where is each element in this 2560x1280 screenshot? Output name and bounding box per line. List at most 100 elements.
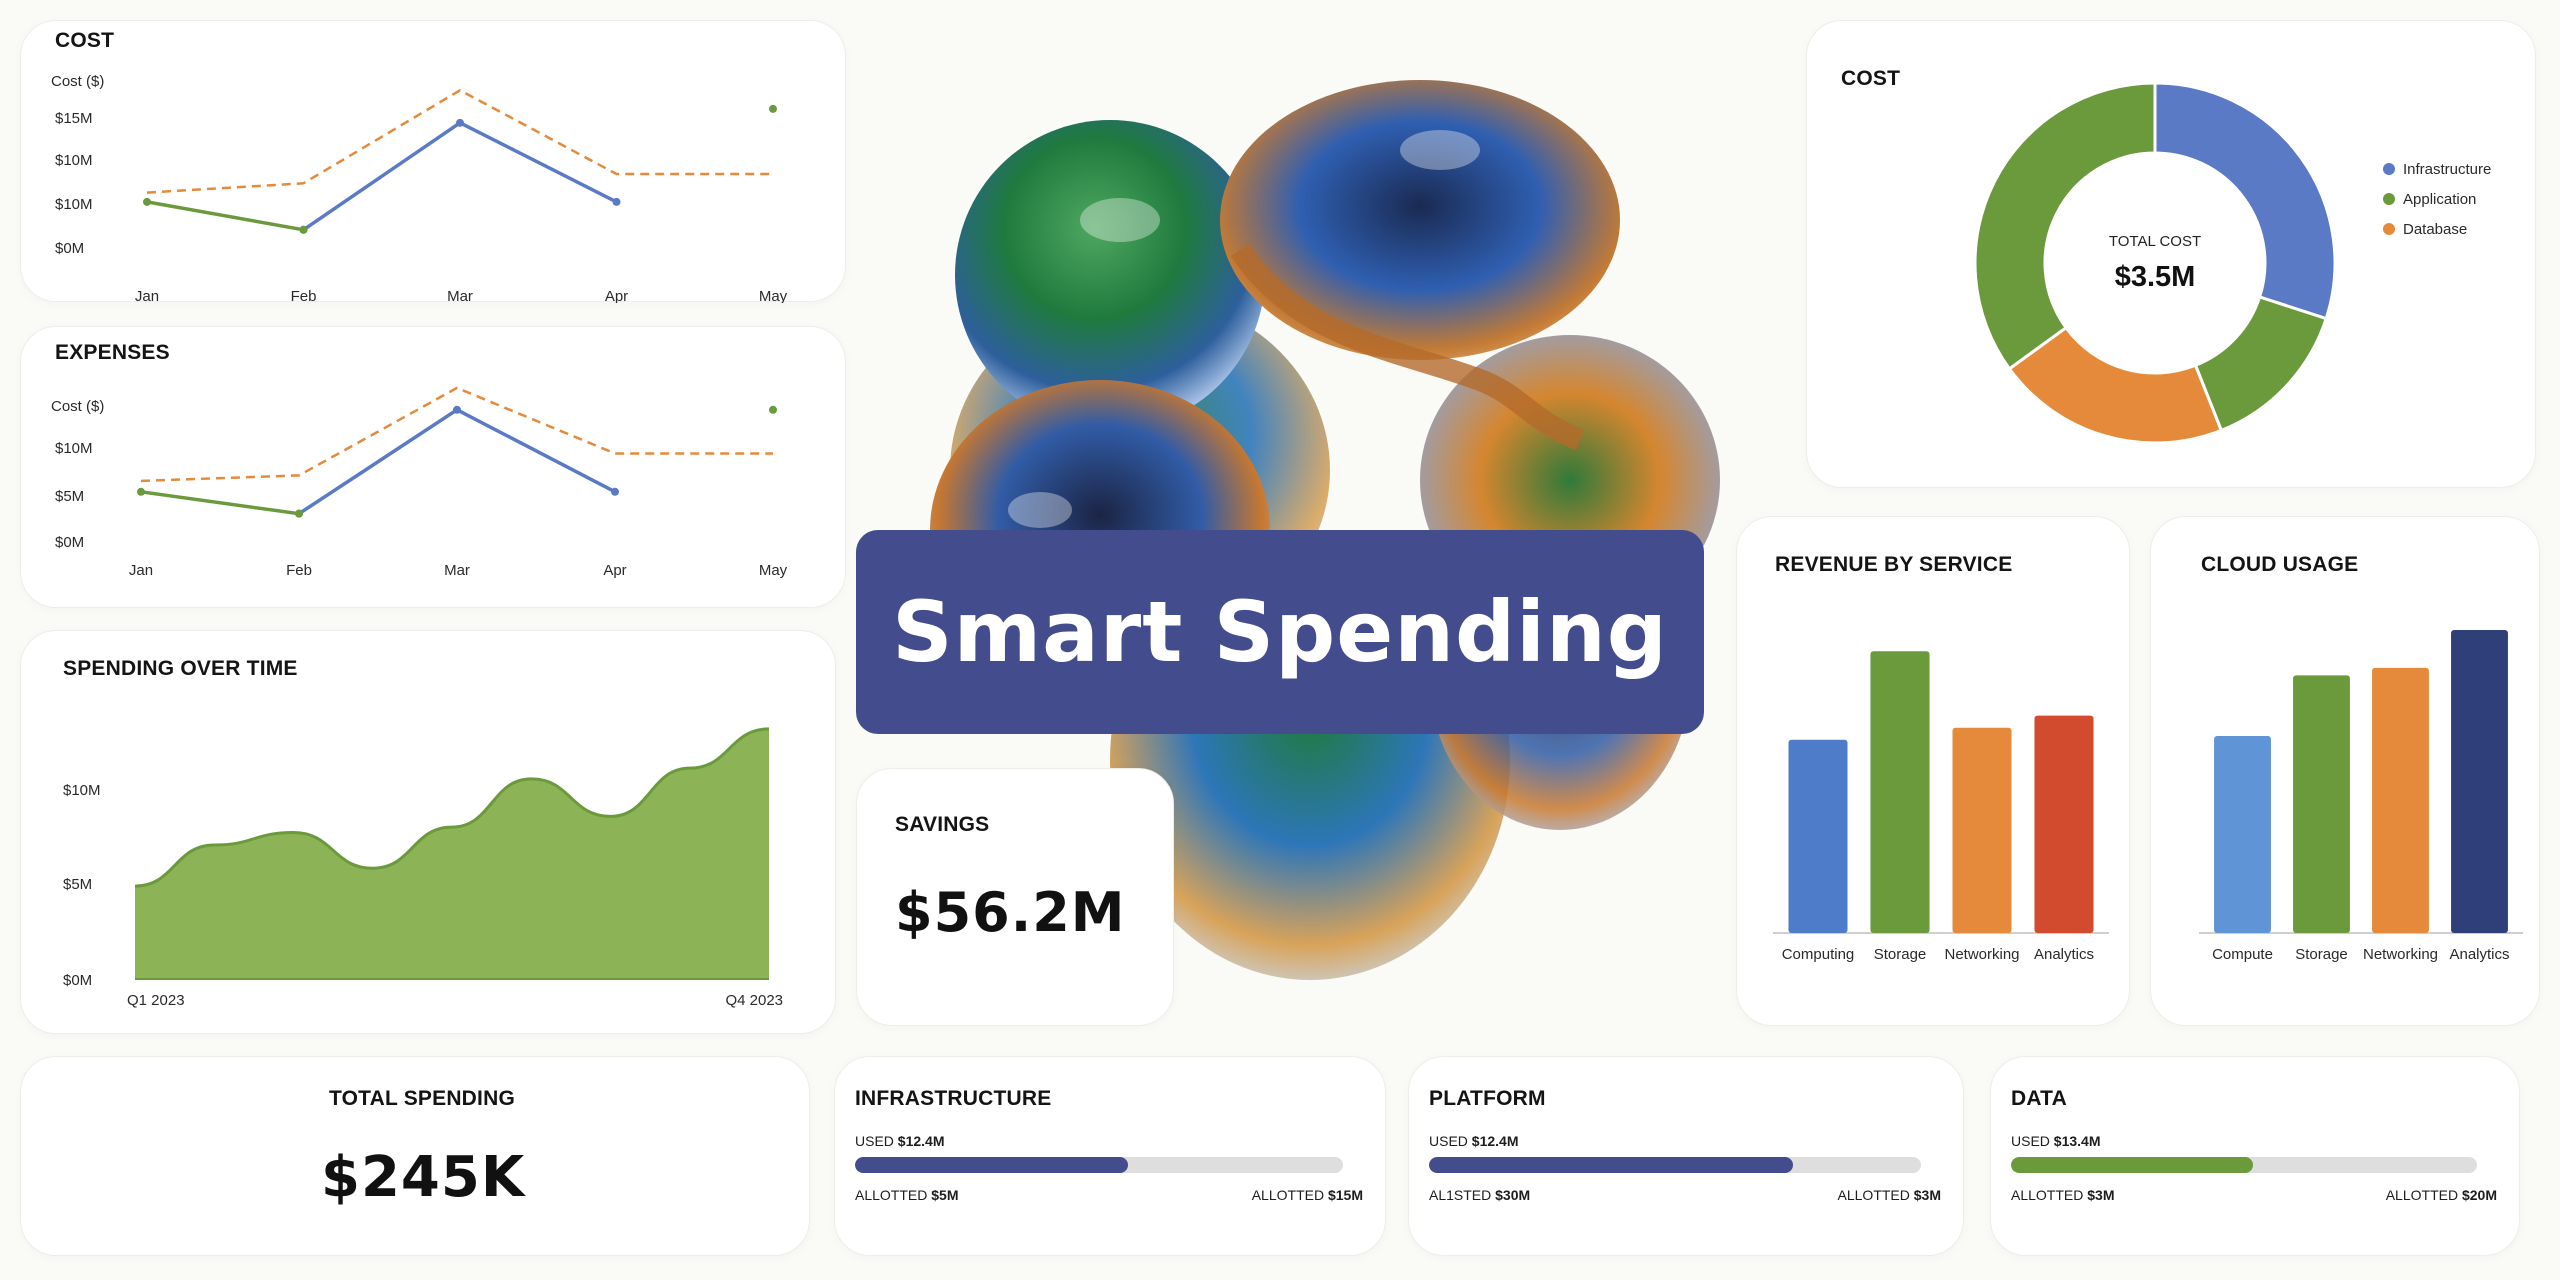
- spending-xtick: Q1 2023: [127, 992, 185, 1009]
- budget-right-label: ALLOTTED: [2385, 1187, 2459, 1203]
- budget-progress-track: [2011, 1157, 2477, 1173]
- cost-line-point: [456, 118, 464, 127]
- expenses-line-xtick: Mar: [444, 562, 470, 579]
- spending-over-time-card: SPENDING OVER TIME $10M $5M $0M Q1 2023 Q…: [20, 630, 836, 1034]
- expenses-line-point: [453, 405, 461, 414]
- cloud-usage-card: CLOUD USAGE Compute Storage Networking Anal…: [2150, 516, 2540, 1026]
- budget-left-value: $5M: [931, 1187, 959, 1203]
- budget-title: PLATFORM: [1429, 1087, 1546, 1110]
- donut-slice: [2007, 325, 2224, 445]
- budget-used: USED $13.4M: [2011, 1133, 2101, 1149]
- total-spending-title: TOTAL SPENDING: [329, 1087, 515, 1110]
- total-spending-card: TOTAL SPENDING $245K: [20, 1056, 810, 1256]
- cost-donut-title: COST: [1841, 67, 1901, 90]
- cloud-bar: [2293, 675, 2350, 933]
- cloud-xtick: Analytics: [2449, 946, 2509, 963]
- budget-left-value: $30M: [1495, 1187, 1531, 1203]
- cost-line-chart: Cost ($) $15M $10M $10M $0M Jan Feb Mar Apr…: [51, 73, 788, 303]
- cost-line-title: COST: [55, 29, 115, 52]
- expenses-line-series-line: [140, 490, 300, 516]
- budget-right-value: $20M: [2461, 1187, 2497, 1203]
- cost-line-point: [299, 225, 308, 234]
- spending-over-time-title: SPENDING OVER TIME: [63, 657, 298, 680]
- budget-used-label: USED: [2011, 1133, 2050, 1149]
- cost-line-ytick: $0M: [55, 240, 84, 257]
- expenses-line-ytick: $0M: [55, 534, 84, 551]
- cost-line-xtick: May: [759, 288, 788, 303]
- budget-left-label: AL1STED: [1429, 1187, 1492, 1203]
- expenses-line-point: [137, 487, 145, 496]
- budget-progress-fill: [1429, 1157, 1794, 1173]
- revenue-bar: [1952, 727, 2012, 933]
- budget-right-allotted: ALLOTTED $3M: [1838, 1187, 1941, 1203]
- budget-right-allotted: ALLOTTED $15M: [1252, 1187, 1363, 1203]
- cost-line-xtick: Jan: [135, 288, 159, 303]
- savings-value: $56.2M: [895, 881, 1126, 944]
- spending-ytick: $5M: [63, 876, 92, 893]
- spending-ytick: $10M: [63, 782, 101, 799]
- budget-right-label: ALLOTTED: [1837, 1187, 1910, 1203]
- expenses-line-series-line: [298, 407, 616, 516]
- cost-line-point: [612, 197, 621, 206]
- budget-left-allotted: ALLOTTED $5M: [855, 1187, 958, 1203]
- budget-progress-track: [1429, 1157, 1921, 1173]
- expenses-line-series-line: [140, 386, 773, 483]
- donut-center-label: TOTAL COST: [2109, 233, 2201, 250]
- donut-slice: [2153, 81, 2337, 321]
- savings-card: SAVINGS $56.2M: [856, 768, 1174, 1026]
- budget-left-value: $3M: [2087, 1187, 2115, 1203]
- revenue-bar: [1870, 651, 1930, 933]
- cost-line-xtick: Apr: [605, 288, 628, 303]
- budget-right-value: $3M: [1913, 1187, 1941, 1203]
- cost-line-series-line: [146, 200, 304, 232]
- budget-right-value: $15M: [1327, 1187, 1363, 1203]
- donut-legend-label: Infrastructure: [2403, 161, 2491, 178]
- cost-line-xtick: Feb: [291, 288, 317, 303]
- revenue-bar: [1788, 739, 1848, 933]
- revenue-xtick: Networking: [1944, 946, 2019, 963]
- cost-line-ytick: $10M: [55, 196, 93, 213]
- spending-area-fill: [135, 728, 769, 979]
- budget-used: USED $12.4M: [1429, 1133, 1519, 1149]
- cloud-bar: [2451, 629, 2508, 933]
- cloud-bar: [2214, 736, 2271, 933]
- budget-title: DATA: [2011, 1087, 2068, 1110]
- budget-left-label: ALLOTTED: [855, 1187, 928, 1203]
- expenses-line-xtick: Jan: [129, 562, 153, 579]
- budget-card-data: DATA USED $13.4M ALLOTTED $3M ALLOTTED $…: [1990, 1056, 2520, 1256]
- budget-title: INFRASTRUCTURE: [855, 1087, 1052, 1110]
- expenses-line-point: [769, 405, 777, 414]
- expenses-line-chart: Cost ($) $10M $5M $0M Jan Feb Mar Apr May: [51, 386, 788, 579]
- cloud-usage-bar-chart: Compute Storage Networking Analytics: [2199, 629, 2523, 963]
- spending-area-chart: $10M $5M $0M Q1 2023 Q4 2023: [63, 727, 783, 1009]
- donut-legend-label: Database: [2403, 221, 2467, 238]
- cost-line-ylabel: Cost ($): [51, 73, 104, 90]
- expenses-line-ylabel: Cost ($): [51, 398, 104, 415]
- savings-title: SAVINGS: [895, 813, 990, 836]
- hero-title: Smart Spending: [892, 583, 1668, 681]
- donut-center-value: $3.5M: [2115, 261, 2196, 293]
- cloud-bar: [2372, 667, 2429, 933]
- expenses-line-ytick: $10M: [55, 440, 93, 457]
- revenue-bar-chart: Computing Storage Networking Analytics: [1773, 651, 2109, 963]
- budget-left-allotted: ALLOTTED $3M: [2011, 1187, 2114, 1203]
- budget-used-label: USED: [1429, 1133, 1468, 1149]
- revenue-xtick: Analytics: [2034, 946, 2094, 963]
- total-spending-value: $245K: [321, 1145, 526, 1210]
- budget-used: USED $12.4M: [855, 1133, 945, 1149]
- expenses-line-card: EXPENSES Cost ($) $10M $5M $0M Jan Feb Mar…: [20, 326, 846, 608]
- cost-line-series-line: [146, 88, 773, 194]
- expenses-line-xtick: Apr: [603, 562, 626, 579]
- hero-title-banner: Smart Spending: [856, 530, 1704, 734]
- budget-used-label: USED: [855, 1133, 894, 1149]
- budget-progress-track: [855, 1157, 1343, 1173]
- spending-xtick: Q4 2023: [725, 992, 783, 1009]
- expenses-line-point: [611, 487, 619, 496]
- revenue-by-service-title: REVENUE BY SERVICE: [1775, 553, 2013, 576]
- budget-progress-fill: [2011, 1157, 2254, 1173]
- spending-area-line: [134, 727, 770, 888]
- donut-legend-label: Application: [2403, 191, 2476, 208]
- budget-left-allotted: AL1STED $30M: [1429, 1187, 1530, 1203]
- cost-line-ytick: $15M: [55, 110, 93, 127]
- donut-slice: [1973, 81, 2157, 371]
